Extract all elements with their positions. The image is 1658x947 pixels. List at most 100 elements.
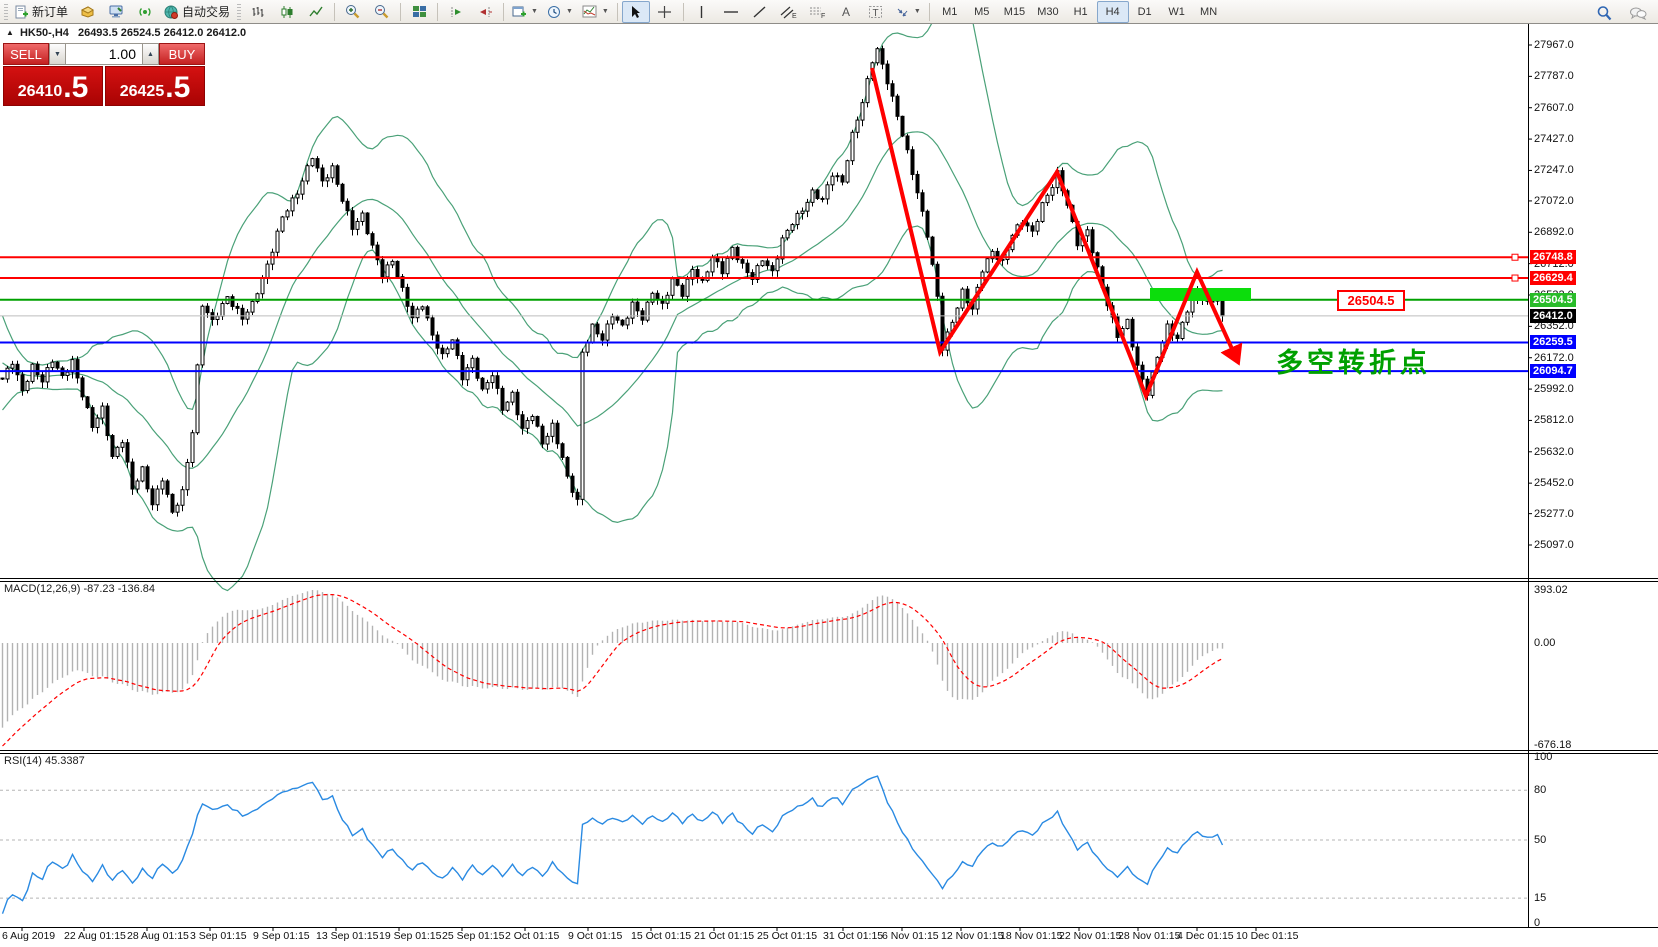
sell-price-button[interactable]: 26410 .5: [3, 66, 103, 106]
chat-button[interactable]: [1624, 2, 1652, 24]
price-tick: 25097.0: [1534, 539, 1574, 551]
svg-text:F: F: [821, 13, 825, 19]
macd-axis-label: 393.02: [1534, 584, 1568, 596]
price-tick: 25632.0: [1534, 445, 1574, 458]
tab-timeframe-H1[interactable]: H1: [1073, 5, 1088, 18]
tile-windows-button[interactable]: [405, 1, 433, 23]
toolbar-separator: [503, 2, 505, 21]
chart-shift-button[interactable]: [471, 1, 499, 23]
time-tick: 10 Dec 01:15: [1236, 930, 1299, 942]
chat-icon: [1630, 7, 1647, 20]
horizontal-line-tool[interactable]: [717, 1, 745, 23]
toolbar-grip[interactable]: [237, 3, 242, 20]
sell-button[interactable]: SELL: [3, 43, 49, 65]
price-tick: 27247.0: [1534, 164, 1574, 177]
symbol-info: ▲ HK50-,H4 26493.5 26524.5 26412.0 26412…: [6, 27, 246, 39]
tab-timeframe-M30[interactable]: M30: [1037, 5, 1059, 18]
rsi-axis-label: 50: [1534, 834, 1547, 846]
time-tick: 6 Aug 2019: [2, 930, 56, 942]
signal-button[interactable]: [131, 1, 159, 23]
cursor-tool-button[interactable]: [621, 0, 650, 23]
fibonacci-tool[interactable]: F: [804, 1, 832, 23]
history-center-button[interactable]: [73, 1, 101, 23]
time-tick: 6 Nov 01:15: [882, 930, 939, 942]
bar-chart-mode-button[interactable]: [244, 1, 272, 23]
periods-dropdown[interactable]: ▼: [543, 1, 577, 23]
volume-decrease-button[interactable]: ▼: [49, 43, 66, 65]
tab-timeframe-D1[interactable]: D1: [1137, 5, 1152, 18]
tab-timeframe-M1[interactable]: M1: [942, 5, 958, 18]
price-level-label: 26094.7: [1530, 364, 1576, 379]
text-icon: A: [842, 5, 850, 19]
turning-point-annotation[interactable]: 多空转折点: [1276, 348, 1431, 378]
time-tick: 22 Nov 01:15: [1059, 930, 1122, 942]
zoom-out-button[interactable]: [368, 1, 396, 23]
candlestick-mode-button[interactable]: [273, 1, 301, 23]
text-tool[interactable]: A: [833, 1, 861, 23]
buy-button[interactable]: BUY: [159, 43, 205, 65]
time-tick: 22 Aug 01:15: [64, 930, 126, 942]
price-tick: 27072.0: [1534, 194, 1574, 207]
tab-timeframe-M5[interactable]: M5: [974, 5, 990, 18]
price-level-label: 26748.8: [1530, 250, 1576, 265]
symbol-search-button[interactable]: [1590, 2, 1618, 24]
volume-field[interactable]: 1.00: [66, 43, 142, 65]
price-tick: 25812.0: [1534, 414, 1574, 427]
line-chart-mode-button[interactable]: [302, 1, 330, 23]
zoom-in-button[interactable]: [339, 1, 367, 23]
price-tick: 25992.0: [1534, 383, 1574, 396]
time-tick: 15 Oct 01:15: [631, 930, 692, 942]
new-order-label: 新订单: [32, 5, 69, 19]
time-tick: 28 Aug 01:15: [127, 930, 189, 942]
chart-canvas[interactable]: [0, 24, 1658, 947]
tab-timeframe-H4[interactable]: H4: [1096, 0, 1129, 23]
macd-axis-label: -676.18: [1534, 739, 1572, 751]
chart-window[interactable]: ▲ HK50-,H4 26493.5 26524.5 26412.0 26412…: [0, 24, 1658, 947]
toolbar-grip[interactable]: [4, 3, 8, 20]
equidistant-channel-tool[interactable]: E: [775, 1, 803, 23]
crosshair-tool-button[interactable]: [651, 1, 679, 23]
price-tick: 26892.0: [1534, 226, 1574, 239]
symbol-name: HK50-,H4: [19, 27, 69, 39]
price-tick: 26172.0: [1534, 351, 1574, 364]
time-tick: 3 Sep 01:15: [190, 930, 247, 942]
arrows-tool-dropdown[interactable]: ▼: [891, 1, 925, 23]
trendline-tool[interactable]: [746, 1, 774, 23]
text-label-tool[interactable]: T: [862, 1, 890, 23]
autotrading-button[interactable]: 自动交易: [160, 1, 234, 23]
fibonacci-icon: F: [810, 7, 826, 19]
one-click-trading-panel: SELL ▼ 1.00 ▲ BUY 26410 .5 26425 .5: [3, 43, 205, 106]
toolbar-separator: [400, 2, 402, 21]
terminal-button[interactable]: [102, 1, 130, 23]
vertical-line-tool[interactable]: [688, 1, 716, 23]
price-annotation-box[interactable]: 26504.5: [1337, 290, 1405, 311]
vertical-line-icon: [701, 5, 703, 18]
buy-price-button[interactable]: 26425 .5: [105, 66, 205, 106]
rsi-axis-label: 0: [1534, 917, 1541, 929]
price-tick: 25452.0: [1534, 477, 1574, 490]
new-chart-icon: [512, 6, 527, 16]
tab-timeframe-M15[interactable]: M15: [1003, 5, 1026, 18]
volume-increase-button[interactable]: ▲: [142, 43, 159, 65]
buy-price-main: 26425: [119, 83, 165, 100]
indicators-dropdown[interactable]: ▼: [578, 1, 613, 23]
autotrading-globe-icon: [164, 5, 179, 19]
toolbar-separator: [616, 2, 618, 21]
auto-scroll-button[interactable]: [442, 1, 470, 23]
tab-timeframe-W1[interactable]: W1: [1168, 5, 1185, 18]
price-tick: 27787.0: [1534, 70, 1574, 83]
text-label-icon: T: [869, 5, 883, 19]
new-order-button[interactable]: 新订单: [11, 1, 72, 23]
toolbar-separator: [928, 2, 930, 21]
autotrading-label: 自动交易: [182, 5, 231, 19]
auto-scroll-icon: [451, 6, 461, 17]
price-tick: 27427.0: [1534, 133, 1574, 146]
new-chart-dropdown[interactable]: ▼: [508, 1, 542, 23]
svg-text:E: E: [792, 13, 797, 19]
price-level-label: 26629.4: [1530, 271, 1576, 286]
timeframe-toolbar: M1 M5 M15 M30 H1 H4 D1 W1 MN: [934, 0, 1225, 23]
tab-timeframe-MN[interactable]: MN: [1200, 5, 1218, 18]
clock-icon: [547, 5, 560, 18]
toolbar-separator: [437, 2, 439, 21]
macd-label: MACD(12,26,9) -87.23 -136.84: [4, 583, 156, 595]
